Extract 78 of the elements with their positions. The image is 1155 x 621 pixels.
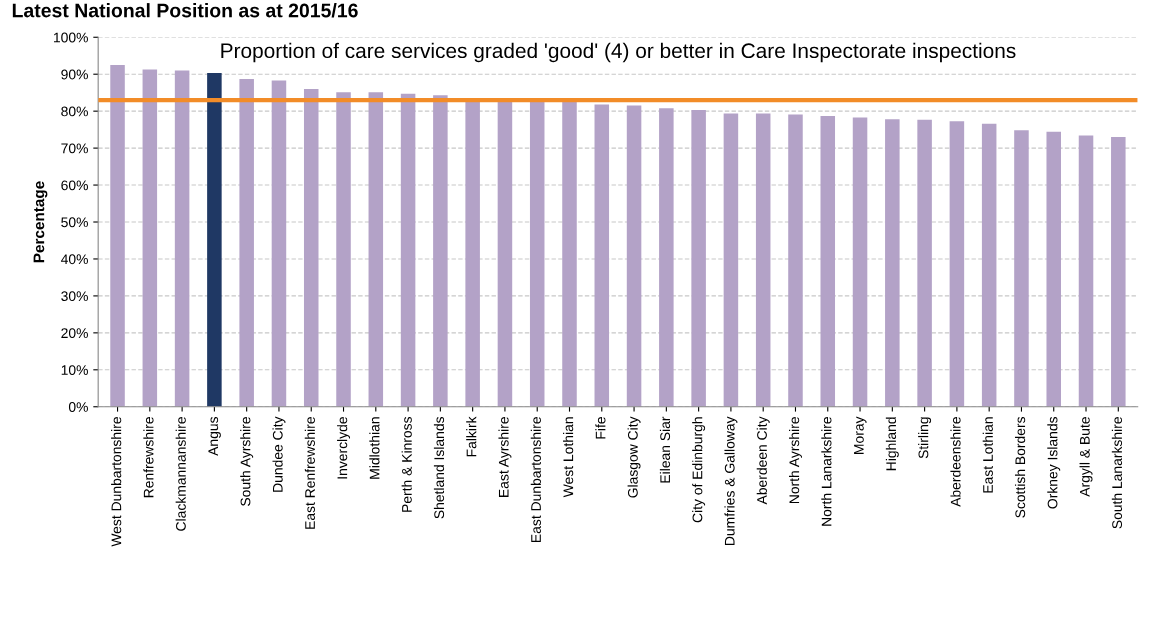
y-axis-title: Percentage (33, 181, 48, 263)
y-tick-label: 50% (61, 217, 88, 228)
x-tick-label: Inverclyde (337, 417, 350, 479)
bar (820, 115, 836, 407)
bar (691, 110, 706, 407)
bar (594, 104, 610, 407)
x-tick-label: Glasgow City (627, 416, 641, 498)
bar (659, 108, 674, 407)
x-tick-label: East Ayrshire (498, 417, 512, 497)
bar (1078, 135, 1094, 407)
x-tick-label: Aberdeenshire (950, 417, 961, 507)
x-tick-label: South Lanarkshire (1111, 417, 1123, 529)
bar (303, 88, 319, 407)
bar (271, 80, 287, 407)
bar (885, 119, 900, 407)
bar (1014, 130, 1029, 407)
x-tick-label: Clackmannanshire (175, 417, 186, 531)
y-tick-label: 80% (61, 106, 88, 117)
x-tick-label: Falkirk (466, 416, 477, 457)
bar (110, 64, 125, 407)
x-tick-label: Argyll & Bute (1079, 417, 1093, 497)
x-tick-label: Orkney Islands (1047, 416, 1061, 509)
y-tick-label: 10% (61, 365, 88, 375)
x-tick-label: Shetland Islands (433, 416, 445, 519)
x-tick-label: City of Edinburgh (692, 417, 706, 523)
bar (1046, 131, 1061, 407)
bar (755, 113, 771, 407)
x-tick-label: Highland (885, 417, 899, 471)
x-tick-label: Dumfries & Galloway (724, 416, 738, 545)
bar (949, 121, 965, 407)
bar (142, 69, 158, 407)
x-tick-label: Moray (854, 416, 867, 454)
x-tick-label: Stirling (918, 417, 932, 459)
x-tick-label: South Ayrshire (240, 417, 254, 506)
y-tick-label: 100% (53, 32, 88, 43)
bar (1111, 137, 1126, 407)
y-tick-label: 70% (61, 143, 88, 154)
bar (239, 79, 254, 407)
bar (529, 100, 545, 407)
x-tick-label: Aberdeen City (756, 416, 770, 505)
x-tick-label: East Renfrewshire (304, 417, 315, 529)
y-tick-label: 40% (60, 254, 88, 265)
bar (562, 101, 577, 407)
bar (723, 113, 739, 407)
bar (433, 95, 448, 407)
bar (788, 114, 803, 407)
bar (400, 93, 416, 407)
x-tick-label: Midlothian (369, 417, 380, 479)
x-tick-label: Renfrewshire (143, 417, 154, 498)
x-tick-label: East Lothian (982, 417, 993, 493)
bar (174, 70, 190, 407)
y-tick-label: 30% (61, 291, 88, 302)
y-tick-label: 90% (61, 69, 88, 80)
x-tick-label: North Lanarkshire (821, 417, 832, 526)
chart-subtitle: Proportion of care services graded 'good' (4) or better in Care Inspectorate inspections (221, 42, 1016, 63)
bar (497, 100, 513, 407)
y-tick-label: 20% (61, 328, 88, 339)
bar (852, 117, 868, 407)
x-tick-label: Fife (595, 417, 606, 439)
x-tick-label: North Ayrshire (789, 417, 802, 504)
chart-title: Latest National Position as at 2015/16 (12, 3, 358, 18)
bar (981, 123, 997, 407)
x-tick-label: Scottish Borders (1014, 416, 1026, 518)
bar (626, 105, 642, 407)
x-tick-label: Perth & Kinross (401, 416, 412, 512)
x-tick-label: Angus (208, 416, 221, 456)
bar (465, 100, 480, 407)
bar (917, 119, 932, 407)
x-tick-label: West Lothian (563, 417, 574, 498)
x-tick-label: Eilean Siar (659, 416, 671, 483)
bar (207, 73, 222, 407)
bar (336, 92, 351, 407)
x-tick-label: East Dunbartonshire (530, 417, 541, 542)
y-tick-label: 60% (61, 180, 88, 191)
bar (368, 92, 384, 407)
y-tick-label: 0% (68, 402, 88, 412)
x-tick-label: West Dunbartonshire (111, 417, 122, 547)
x-tick-label: Dundee City (272, 416, 286, 492)
